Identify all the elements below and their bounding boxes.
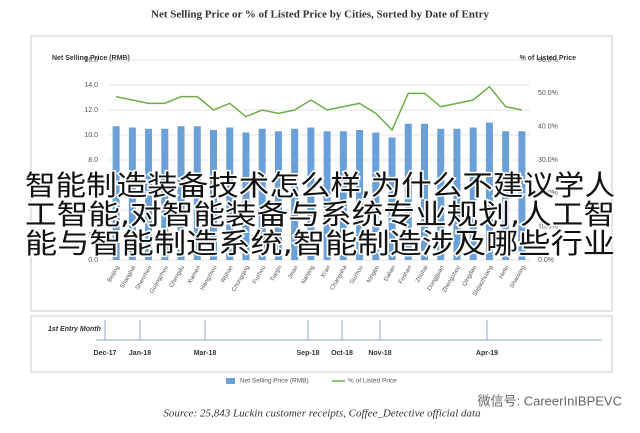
bar: [307, 127, 315, 260]
y2-tick-label: 40.0%: [538, 124, 558, 131]
y2-tick-label: 0.0%: [538, 257, 554, 264]
overlay-text: 能与智能制造系统,智能制造涉及哪些行业: [25, 227, 615, 260]
y-tick-label: 12.0: [84, 107, 98, 114]
x-tick-label: Xi'an: [320, 265, 332, 279]
timeline-label: Dec-17: [94, 350, 117, 357]
line-series: [115, 85, 523, 132]
timeline-label: Mar-18: [194, 350, 217, 357]
timeline-title: 1st Entry Month: [48, 326, 101, 333]
y2-tick-label: 20.0%: [538, 190, 558, 197]
bar: [258, 128, 266, 260]
bar: [193, 126, 201, 260]
chart-title: Net Selling Price or % of Listed Price b…: [151, 9, 489, 21]
watermark: 微信号: CareerInIBPEVC: [478, 393, 623, 408]
y-tick-label: 8.0: [88, 157, 98, 164]
bar: [112, 126, 120, 260]
bar: [518, 131, 526, 260]
bar: [372, 132, 380, 260]
timeline-label: Sep-18: [297, 350, 320, 357]
y-tick-label: 14.0: [84, 82, 98, 89]
y-tick-label: 4.0: [88, 207, 98, 214]
y2-tick-label: 10.0%: [538, 224, 558, 231]
bar: [404, 123, 412, 260]
y-tick-label: 16.0: [84, 57, 98, 64]
bar: [485, 122, 493, 260]
bar: [145, 128, 153, 260]
chart-frame: [30, 35, 613, 312]
y2-axis-title: % of Listed Price: [520, 55, 577, 62]
bar: [226, 127, 234, 260]
y2-tick-label: 60.0%: [538, 57, 558, 64]
bar: [356, 130, 364, 260]
y-tick-label: 10.0: [84, 132, 98, 139]
overlay-text: 智能制造装备技术怎么样,为什么不建议学人: [25, 169, 615, 202]
y-axis-title: Net Selling Price (RMB): [52, 55, 130, 62]
bar: [453, 128, 461, 260]
y-tick-label: 0.0: [88, 257, 98, 264]
bar: [242, 132, 250, 260]
timeline-label: Jan-18: [129, 350, 151, 357]
y-tick-label: 6.0: [88, 182, 98, 189]
bar: [128, 127, 136, 260]
bar: [339, 131, 347, 260]
source: Source: 25,843 Luckin customer receipts,…: [163, 408, 481, 420]
y2-tick-label: 50.0%: [538, 90, 558, 97]
timeline-label: Nov-18: [368, 350, 391, 357]
bar: [421, 123, 428, 260]
bar: [210, 130, 217, 260]
legend-label: % of Listed Price: [348, 378, 397, 385]
bar: [274, 131, 282, 260]
y-tick-label: 2.0: [88, 232, 98, 239]
bar: [323, 131, 331, 260]
bar: [437, 128, 445, 260]
timeline-label: Apr-19: [476, 350, 498, 357]
bar: [469, 127, 477, 260]
bar: [161, 128, 169, 260]
bar: [502, 131, 510, 260]
timeline-frame: [30, 315, 613, 373]
bar: [291, 128, 299, 260]
overlay-text: 工智能,对智能装备与系统专业规划,人工智: [25, 198, 615, 231]
legend-swatch: [226, 378, 235, 384]
timeline-label: Oct-18: [331, 350, 353, 357]
bar: [177, 126, 185, 260]
y2-tick-label: 30.0%: [538, 157, 558, 164]
legend-label: Net Selling Price (RMB): [240, 378, 309, 385]
bar: [388, 137, 396, 260]
